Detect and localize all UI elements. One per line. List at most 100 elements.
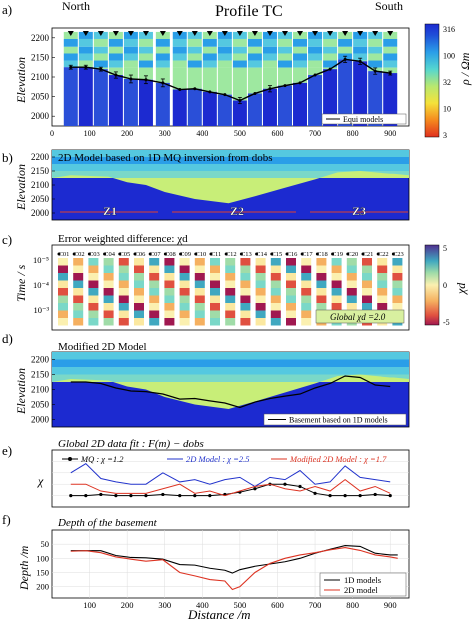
difference-cell xyxy=(362,303,372,311)
panel-c-title: Error weighted difference: χd xyxy=(58,233,188,245)
station-label: C16 xyxy=(287,251,299,258)
difference-cell xyxy=(194,280,205,288)
difference-cell xyxy=(58,318,68,326)
resistivity-cell xyxy=(155,67,170,83)
station-marker xyxy=(327,31,334,36)
rho-colorbar-label: ρ / Ωm xyxy=(458,52,472,86)
difference-cell xyxy=(346,273,357,281)
station-dot xyxy=(163,252,167,256)
difference-cell xyxy=(331,280,342,288)
difference-cell xyxy=(179,288,190,296)
difference-cell xyxy=(240,258,251,266)
difference-cell xyxy=(194,303,205,311)
difference-cell xyxy=(103,288,114,296)
basement-point xyxy=(328,67,332,71)
resistivity-cell xyxy=(155,38,170,47)
difference-cell xyxy=(225,265,236,273)
difference-cell xyxy=(346,265,357,273)
series-marker xyxy=(313,491,317,495)
difference-cell xyxy=(377,295,388,303)
resistivity-cell xyxy=(338,46,353,54)
difference-cell xyxy=(118,280,129,288)
difference-cell xyxy=(134,265,144,273)
resistivity-cell xyxy=(202,67,217,92)
resistivity-cell xyxy=(217,53,232,61)
basement-cell xyxy=(93,69,108,126)
difference-cell xyxy=(225,310,236,318)
difference-cell xyxy=(225,273,236,281)
x-tick-label: 100 xyxy=(83,600,96,610)
station-dot xyxy=(285,252,289,256)
resistivity-cell xyxy=(123,67,138,79)
station-label: C06 xyxy=(135,251,147,258)
series-marker xyxy=(129,494,133,498)
station-label: C18 xyxy=(317,251,328,258)
resistivity-cell xyxy=(123,46,138,54)
difference-cell xyxy=(164,258,175,266)
difference-cell xyxy=(134,258,144,266)
y-tick-label: 2100 xyxy=(31,385,50,395)
resistivity-cell xyxy=(138,53,153,61)
resistivity-cell xyxy=(202,38,217,47)
station-marker xyxy=(221,31,228,36)
y-tick-label: 2050 xyxy=(31,92,50,102)
difference-cell xyxy=(179,295,190,303)
difference-cell xyxy=(255,295,266,303)
x-tick-label: 400 xyxy=(196,129,208,138)
chi-colorbar-tick: 5 xyxy=(443,244,447,253)
resistivity-cell xyxy=(78,53,93,61)
difference-cell xyxy=(331,295,342,303)
series-marker xyxy=(161,492,165,497)
series-marker xyxy=(373,492,377,497)
basement-cell xyxy=(308,75,323,126)
resistivity-cell xyxy=(172,38,187,47)
difference-cell xyxy=(362,273,372,281)
rho-colorbar: 316 100 32 10 3 ρ / Ωm xyxy=(424,23,472,140)
difference-cell xyxy=(73,265,84,273)
y-tick-label: 2200 xyxy=(31,355,50,365)
series-marker xyxy=(99,492,103,497)
station-marker xyxy=(342,31,349,36)
station-label: C08 xyxy=(165,251,176,258)
station-marker xyxy=(312,31,319,36)
panel-a-basement-line xyxy=(70,58,391,102)
difference-cell xyxy=(118,265,129,273)
station-dot xyxy=(239,252,243,256)
resistivity-cell xyxy=(353,53,368,61)
x-tick-label: 300 xyxy=(159,129,171,138)
difference-cell xyxy=(346,280,357,288)
difference-cell xyxy=(270,265,281,273)
difference-cell xyxy=(270,273,281,281)
difference-cell xyxy=(301,310,312,318)
panel-b-title: 2D Model based on 1D MQ inversion from d… xyxy=(58,152,272,164)
basement-point xyxy=(283,84,287,88)
difference-cell xyxy=(225,280,236,288)
difference-cell xyxy=(225,295,236,303)
rho-colorbar-ticks: 316 100 32 10 3 xyxy=(443,25,455,140)
resistivity-cell xyxy=(202,53,217,61)
difference-cell xyxy=(301,280,312,288)
panel-d: 2200 2150 2100 2050 2000 Modified 2D Model E… xyxy=(14,341,410,428)
difference-cell xyxy=(240,318,251,326)
difference-cell xyxy=(149,303,160,311)
difference-cell xyxy=(58,265,68,273)
difference-cell xyxy=(134,288,144,296)
resistivity-cell xyxy=(277,53,292,61)
station-label: C13 xyxy=(241,251,252,258)
station-dot xyxy=(391,252,395,256)
difference-cell xyxy=(392,295,403,303)
resistivity-cell xyxy=(108,53,123,61)
station-label: C01 xyxy=(59,251,70,258)
panel-a: 2200 2150 2100 2050 2000 0 100 200 300 400 500 600… xyxy=(14,27,410,138)
series-marker xyxy=(358,494,362,498)
station-marker xyxy=(142,31,149,36)
difference-cell xyxy=(270,295,281,303)
sediment-fill xyxy=(52,171,409,204)
panel-e-ylabel: χ xyxy=(37,474,44,488)
y-tick-label: 2000 xyxy=(31,415,50,425)
model-band xyxy=(52,352,409,360)
difference-cell xyxy=(270,280,281,288)
difference-cell xyxy=(210,280,220,288)
difference-cell xyxy=(255,280,266,288)
series-marker xyxy=(253,487,257,491)
